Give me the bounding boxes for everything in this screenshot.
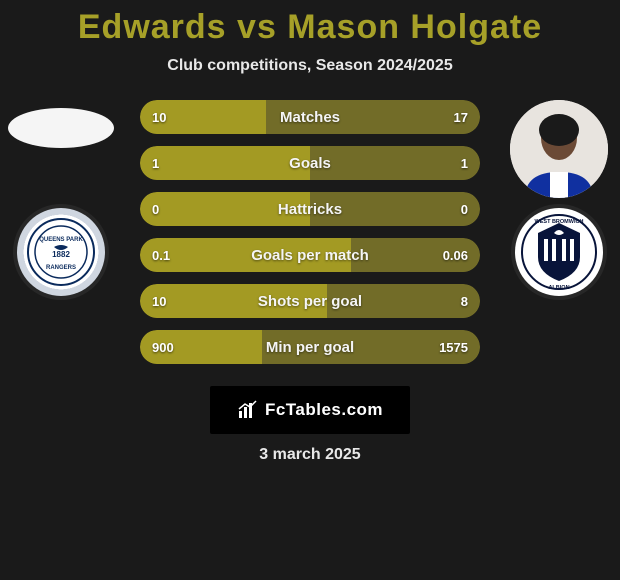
stat-row: 10Shots per goal8 — [140, 284, 480, 318]
watermark: FcTables.com — [210, 386, 410, 434]
date-label: 3 march 2025 — [0, 446, 620, 464]
stat-bars: 10Matches171Goals10Hattricks00.1Goals pe… — [140, 100, 480, 376]
stat-row: 0Hattricks0 — [140, 192, 480, 226]
svg-text:WEST BROMWICH: WEST BROMWICH — [535, 219, 584, 225]
qpr-crest-icon: QUEENS PARK RANGERS 1882 — [26, 217, 96, 287]
stat-value-right: 0.06 — [443, 248, 468, 263]
watermark-label: FcTables.com — [265, 400, 383, 420]
player-left-avatar — [8, 108, 114, 148]
subtitle: Club competitions, Season 2024/2025 — [0, 57, 620, 75]
stat-label: Min per goal — [140, 339, 480, 356]
player-left-column: QUEENS PARK RANGERS 1882 — [6, 100, 116, 296]
stat-row: 0.1Goals per match0.06 — [140, 238, 480, 272]
comparison-area: QUEENS PARK RANGERS 1882 — [0, 100, 620, 380]
svg-text:ALBION: ALBION — [548, 285, 569, 291]
stat-value-right: 1 — [461, 156, 468, 171]
player-right-column: WEST BROMWICH ALBION — [504, 100, 614, 296]
club-crest-right: WEST BROMWICH ALBION — [515, 208, 603, 296]
player-right-avatar — [510, 100, 608, 198]
wba-crest-icon: WEST BROMWICH ALBION — [520, 213, 598, 291]
player-right-photo-icon — [510, 100, 608, 198]
stat-label: Hattricks — [140, 201, 480, 218]
svg-text:QUEENS PARK: QUEENS PARK — [39, 237, 83, 243]
svg-text:1882: 1882 — [52, 250, 70, 259]
stat-label: Goals — [140, 155, 480, 172]
stat-row: 900Min per goal1575 — [140, 330, 480, 364]
club-crest-left: QUEENS PARK RANGERS 1882 — [17, 208, 105, 296]
stat-label: Matches — [140, 109, 480, 126]
stat-value-right: 17 — [454, 110, 468, 125]
stat-value-right: 1575 — [439, 340, 468, 355]
stat-value-right: 8 — [461, 294, 468, 309]
stat-row: 10Matches17 — [140, 100, 480, 134]
stat-label: Shots per goal — [140, 293, 480, 310]
chart-icon — [237, 399, 259, 421]
stat-value-right: 0 — [461, 202, 468, 217]
infographic-container: Edwards vs Mason Holgate Club competitio… — [0, 0, 620, 464]
stat-row: 1Goals1 — [140, 146, 480, 180]
stat-label: Goals per match — [140, 247, 480, 264]
svg-text:RANGERS: RANGERS — [46, 265, 76, 271]
page-title: Edwards vs Mason Holgate — [0, 8, 620, 47]
